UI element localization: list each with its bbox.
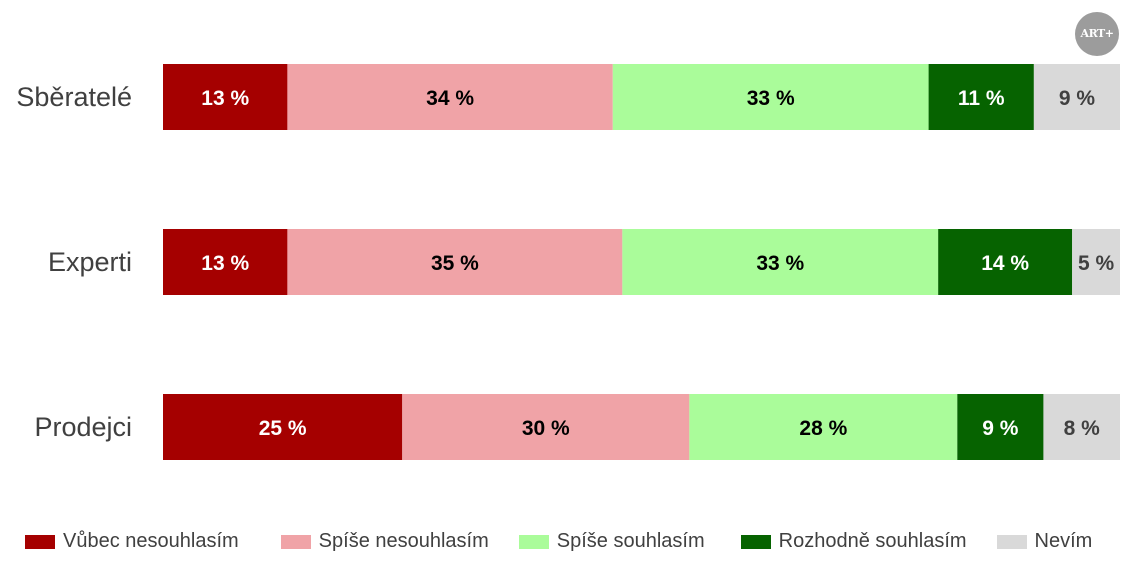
bar-segment xyxy=(163,229,288,295)
data-label: 9 % xyxy=(1059,87,1096,110)
legend-label: Vůbec nesouhlasím xyxy=(63,530,239,552)
legend-item: Nevím xyxy=(996,530,1093,553)
data-label: 33 % xyxy=(747,87,795,110)
bar-segment xyxy=(1043,394,1120,460)
data-label: 28 % xyxy=(799,417,847,440)
bar-segment xyxy=(287,229,623,295)
data-label: 5 % xyxy=(1078,252,1115,275)
data-label: 30 % xyxy=(522,417,570,440)
bar-segment xyxy=(1033,64,1120,130)
bar-segment xyxy=(163,64,288,130)
data-label: 8 % xyxy=(1064,417,1101,440)
art-plus-logo: ART+ xyxy=(1075,12,1119,56)
data-label: 25 % xyxy=(259,417,307,440)
bar-segment xyxy=(938,229,1073,295)
data-label: 35 % xyxy=(431,252,479,275)
legend-label: Spíše souhlasím xyxy=(556,530,705,552)
legend-item: Vůbec nesouhlasím xyxy=(25,530,239,553)
legend-label: Rozhodně souhlasím xyxy=(778,530,967,552)
bar-segment xyxy=(163,394,403,460)
legend-item: Rozhodně souhlasím xyxy=(740,530,967,553)
bar-segment xyxy=(287,64,613,130)
legend-item: Spíše souhlasím xyxy=(518,530,705,553)
bar-segment xyxy=(622,229,939,295)
legend-swatch xyxy=(518,534,549,549)
category-label: Sběratelé xyxy=(16,82,132,112)
data-label: 34 % xyxy=(426,87,474,110)
chart-legend: Vůbec nesouhlasím Spíše nesouhlasím Spíše … xyxy=(25,530,1092,553)
bar-segment xyxy=(402,394,690,460)
category-label: Prodejci xyxy=(34,412,132,442)
data-label: 9 % xyxy=(982,417,1019,440)
data-label: 14 % xyxy=(981,252,1029,275)
legend-swatch xyxy=(280,534,311,549)
bar-segment xyxy=(928,64,1034,130)
legend-swatch xyxy=(25,534,55,549)
legend-swatch xyxy=(996,534,1027,549)
bar-segment xyxy=(957,394,1044,460)
data-label: 11 % xyxy=(958,87,1005,110)
legend-label: Spíše nesouhlasím xyxy=(318,530,489,552)
data-label: 13 % xyxy=(201,252,249,275)
category-label: Experti xyxy=(48,247,132,277)
legend-label: Nevím xyxy=(1034,530,1093,552)
stacked-bar-chart: Sběratelé 13 % 34 % 33 % 11 % 9 % Experti 13 % 3… xyxy=(16,64,1120,460)
bar-segment xyxy=(612,64,929,130)
bar-segment xyxy=(689,394,958,460)
legend-item: Spíše nesouhlasím xyxy=(280,530,489,553)
data-label: 13 % xyxy=(201,87,249,110)
bar-segment xyxy=(1072,229,1120,295)
legend-swatch xyxy=(740,534,771,549)
data-label: 33 % xyxy=(756,252,804,275)
